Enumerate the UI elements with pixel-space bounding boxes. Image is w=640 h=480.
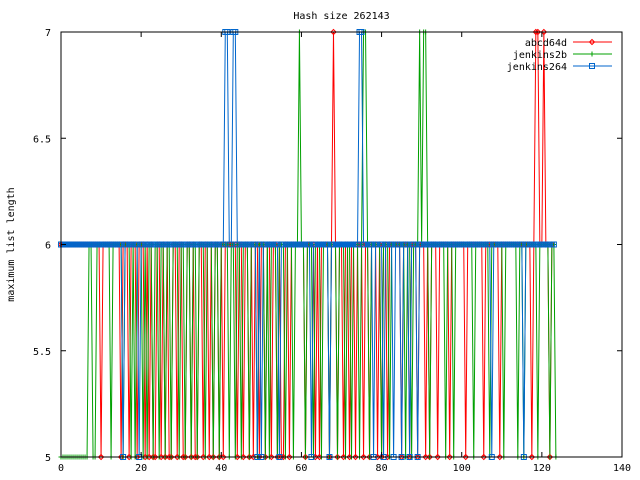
data-point-abcd64d (352, 453, 359, 461)
y-tick-label: 7 (45, 28, 51, 39)
legend-marker-jenkins2b (589, 51, 595, 57)
tick-layer: 0 20 40 60 80 100 120 140 5 5.5 6 6.5 7 (33, 28, 631, 474)
data-point-jenkins264 (388, 241, 395, 248)
data-point-abcd64d (532, 28, 540, 36)
data-point-jenkins264 (228, 241, 235, 248)
data-point-jenkins264 (274, 241, 281, 248)
x-tick-label: 80 (376, 463, 388, 474)
x-tick-label: 120 (533, 463, 551, 474)
data-point-jenkins264 (368, 241, 375, 248)
data-point-jenkins264 (118, 241, 125, 248)
data-point-jenkins264 (404, 241, 411, 248)
data-point-abcd64d (330, 28, 337, 36)
x-tick-label: 100 (453, 463, 471, 474)
data-point-jenkins264 (324, 241, 331, 248)
data-point-jenkins264 (396, 241, 403, 248)
data-point-abcd64d (97, 453, 105, 461)
legend-label-jenkins264: jenkins264 (507, 62, 567, 73)
legend-marker-abcd64d (588, 38, 596, 46)
x-tick-label: 0 (58, 463, 64, 474)
data-point-jenkins264 (134, 241, 141, 248)
data-point-jenkins264 (220, 241, 227, 248)
data-point-jenkins264 (518, 241, 525, 248)
data-point-abcd64d (462, 453, 469, 461)
data-point-abcd64d (540, 28, 548, 36)
legend-marker-jenkins264 (589, 63, 595, 69)
data-point-jenkins264 (378, 241, 385, 248)
data-point-jenkins264 (354, 241, 361, 248)
data-point-jenkins264 (252, 241, 259, 248)
data-point-abcd64d (286, 453, 293, 461)
data-point-abcd64d (446, 453, 453, 461)
y-tick-label: 5.5 (33, 347, 51, 358)
data-point-abcd64d (360, 453, 367, 461)
data-point-abcd64d (534, 28, 542, 36)
data-point-jenkins264 (412, 241, 419, 248)
series-jenkins264-markers (58, 29, 557, 460)
data-point-jenkins264 (256, 241, 263, 248)
data-point-abcd64d (434, 453, 441, 461)
chart-title: Hash size 262143 (293, 11, 389, 22)
y-axis-label: maximum list length (6, 187, 17, 301)
data-point-jenkins264 (486, 241, 493, 248)
data-point-abcd64d (480, 453, 487, 461)
data-point-abcd64d (496, 453, 503, 461)
data-point-abcd64d (528, 453, 536, 461)
y-tick-label: 6 (45, 241, 51, 252)
x-tick-label: 40 (215, 463, 227, 474)
x-tick-label: 60 (295, 463, 307, 474)
legend-label-abcd64d: abcd64d (525, 38, 567, 49)
x-tick-label: 140 (613, 463, 631, 474)
y-tick-label: 6.5 (33, 134, 51, 145)
x-tick-label: 20 (135, 463, 147, 474)
data-point-jenkins264 (550, 241, 557, 248)
data-point-jenkins264 (306, 241, 313, 248)
y-tick-label: 5 (45, 453, 51, 464)
legend-label-jenkins2b: jenkins2b (513, 50, 567, 61)
